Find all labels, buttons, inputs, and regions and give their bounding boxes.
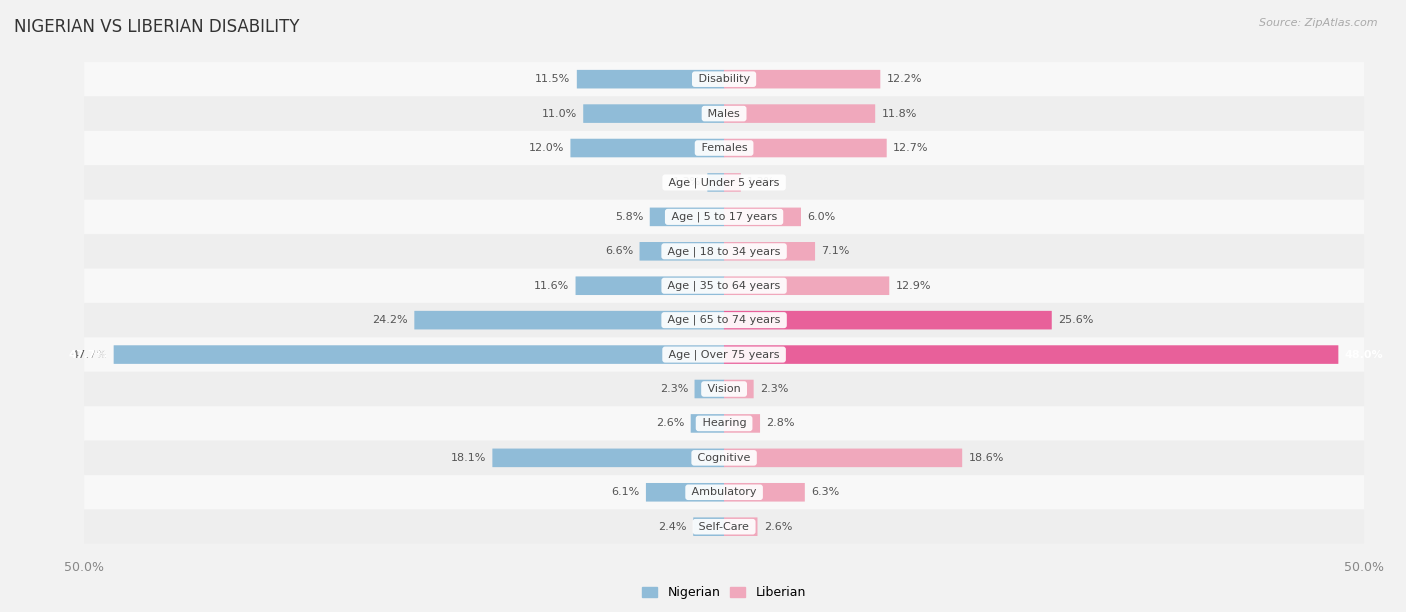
Text: 2.8%: 2.8% (766, 419, 794, 428)
FancyBboxPatch shape (724, 277, 889, 295)
Text: 12.2%: 12.2% (887, 74, 922, 84)
Text: 24.2%: 24.2% (373, 315, 408, 325)
FancyBboxPatch shape (724, 173, 741, 192)
FancyBboxPatch shape (690, 414, 724, 433)
Text: 2.4%: 2.4% (658, 521, 688, 532)
FancyBboxPatch shape (492, 449, 724, 467)
Text: 1.3%: 1.3% (747, 177, 775, 187)
Text: Females: Females (697, 143, 751, 153)
Text: 47.7%: 47.7% (69, 349, 107, 360)
FancyBboxPatch shape (84, 131, 1364, 165)
FancyBboxPatch shape (84, 476, 1364, 509)
FancyBboxPatch shape (84, 441, 1364, 475)
FancyBboxPatch shape (415, 311, 724, 329)
Text: 47.7%: 47.7% (72, 349, 107, 360)
FancyBboxPatch shape (724, 139, 887, 157)
FancyBboxPatch shape (84, 234, 1364, 268)
FancyBboxPatch shape (724, 345, 1339, 364)
Text: 2.6%: 2.6% (763, 521, 792, 532)
Text: 6.3%: 6.3% (811, 487, 839, 498)
FancyBboxPatch shape (645, 483, 724, 502)
FancyBboxPatch shape (707, 173, 724, 192)
FancyBboxPatch shape (724, 104, 875, 123)
FancyBboxPatch shape (724, 70, 880, 89)
FancyBboxPatch shape (114, 345, 724, 364)
Text: 25.6%: 25.6% (1059, 315, 1094, 325)
FancyBboxPatch shape (84, 372, 1364, 406)
FancyBboxPatch shape (84, 200, 1364, 234)
FancyBboxPatch shape (571, 139, 724, 157)
Text: NIGERIAN VS LIBERIAN DISABILITY: NIGERIAN VS LIBERIAN DISABILITY (14, 18, 299, 36)
Text: 18.6%: 18.6% (969, 453, 1004, 463)
FancyBboxPatch shape (640, 242, 724, 261)
FancyBboxPatch shape (84, 97, 1364, 130)
Text: 12.0%: 12.0% (529, 143, 564, 153)
Text: Age | 65 to 74 years: Age | 65 to 74 years (664, 315, 785, 326)
Text: 11.0%: 11.0% (541, 108, 576, 119)
FancyBboxPatch shape (724, 449, 962, 467)
Text: 6.6%: 6.6% (605, 246, 633, 256)
FancyBboxPatch shape (724, 517, 758, 536)
Text: 12.7%: 12.7% (893, 143, 928, 153)
FancyBboxPatch shape (84, 510, 1364, 543)
Text: Cognitive: Cognitive (695, 453, 754, 463)
Text: 2.6%: 2.6% (657, 419, 685, 428)
FancyBboxPatch shape (575, 277, 724, 295)
Text: Age | Under 5 years: Age | Under 5 years (665, 177, 783, 188)
Text: Self-Care: Self-Care (696, 521, 752, 532)
Text: 1.3%: 1.3% (673, 177, 702, 187)
FancyBboxPatch shape (84, 303, 1364, 337)
Text: 18.1%: 18.1% (451, 453, 486, 463)
FancyBboxPatch shape (576, 70, 724, 89)
Text: Hearing: Hearing (699, 419, 749, 428)
Text: Disability: Disability (695, 74, 754, 84)
Text: 2.3%: 2.3% (759, 384, 789, 394)
Text: 2.3%: 2.3% (659, 384, 689, 394)
FancyBboxPatch shape (724, 483, 804, 502)
Text: Age | 35 to 64 years: Age | 35 to 64 years (664, 280, 785, 291)
Text: Age | Over 75 years: Age | Over 75 years (665, 349, 783, 360)
FancyBboxPatch shape (724, 311, 1052, 329)
Text: Age | 5 to 17 years: Age | 5 to 17 years (668, 212, 780, 222)
Text: 5.8%: 5.8% (614, 212, 644, 222)
Text: 11.5%: 11.5% (536, 74, 571, 84)
Text: Vision: Vision (704, 384, 744, 394)
Text: 12.9%: 12.9% (896, 281, 931, 291)
Text: Source: ZipAtlas.com: Source: ZipAtlas.com (1260, 18, 1378, 28)
FancyBboxPatch shape (84, 406, 1364, 441)
FancyBboxPatch shape (724, 414, 761, 433)
FancyBboxPatch shape (724, 242, 815, 261)
Legend: Nigerian, Liberian: Nigerian, Liberian (637, 581, 811, 604)
Text: Ambulatory: Ambulatory (688, 487, 761, 498)
FancyBboxPatch shape (693, 517, 724, 536)
FancyBboxPatch shape (583, 104, 724, 123)
FancyBboxPatch shape (724, 207, 801, 226)
FancyBboxPatch shape (84, 338, 1364, 371)
Text: Males: Males (704, 108, 744, 119)
FancyBboxPatch shape (84, 165, 1364, 200)
Text: 6.0%: 6.0% (807, 212, 835, 222)
FancyBboxPatch shape (724, 379, 754, 398)
Text: 11.8%: 11.8% (882, 108, 917, 119)
FancyBboxPatch shape (695, 379, 724, 398)
Text: 7.1%: 7.1% (821, 246, 849, 256)
FancyBboxPatch shape (84, 62, 1364, 96)
Text: 48.0%: 48.0% (1344, 349, 1384, 360)
Text: Age | 18 to 34 years: Age | 18 to 34 years (664, 246, 785, 256)
Text: 11.6%: 11.6% (534, 281, 569, 291)
FancyBboxPatch shape (84, 269, 1364, 303)
FancyBboxPatch shape (650, 207, 724, 226)
Text: 6.1%: 6.1% (612, 487, 640, 498)
